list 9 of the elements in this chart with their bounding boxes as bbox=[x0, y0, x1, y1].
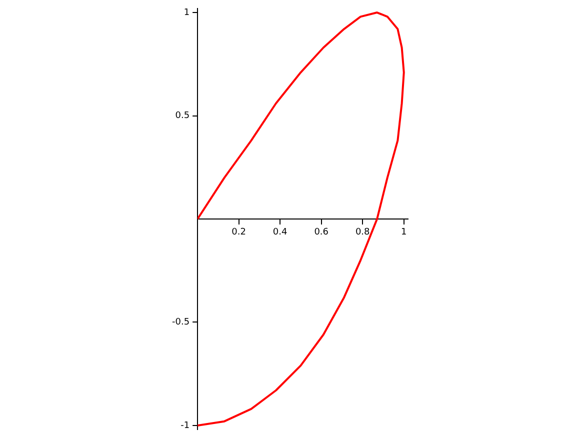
y-tick-label: -1 bbox=[180, 420, 190, 431]
x-tick-label: 0.8 bbox=[355, 228, 370, 238]
x-tick-label: 0.6 bbox=[314, 228, 329, 238]
y-tick-label: 1 bbox=[184, 8, 190, 18]
y-tick-label: -0.5 bbox=[172, 318, 190, 328]
y-tick-label: 0.5 bbox=[175, 111, 190, 122]
x-tick-label: 0.4 bbox=[272, 228, 288, 238]
x-tick-label: 0.2 bbox=[232, 228, 246, 238]
x-tick-label: 1 bbox=[401, 228, 407, 238]
